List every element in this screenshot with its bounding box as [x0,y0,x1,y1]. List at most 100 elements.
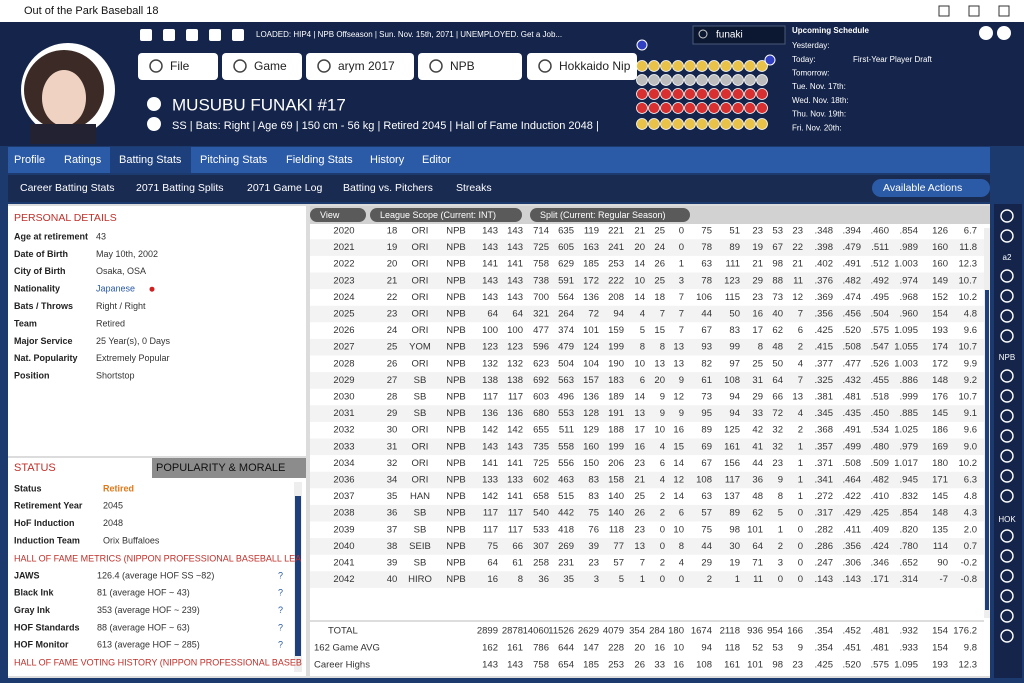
subtab[interactable]: Batting vs. Pitchers [343,182,433,194]
metric-help[interactable]: ? [278,640,283,650]
table-cell: 8 [778,491,783,502]
table-cell: 1 [778,524,783,535]
subtab[interactable]: 2071 Batting Splits [136,182,224,194]
sidebar-icon[interactable] [1000,209,1014,223]
sidebar-icon[interactable] [1000,489,1014,503]
table-cell: 6 [660,458,665,469]
table-cell: 159 [608,325,624,336]
table-cell: 2 [660,491,665,502]
table-cell: .481 [843,392,862,403]
schedule-day: Yesterday: [792,41,830,50]
table-cell: 2040 [333,541,354,552]
scroll-down[interactable] [997,26,1011,40]
prev-player[interactable] [147,97,161,111]
toolbar-icon[interactable] [163,29,175,41]
status-tab[interactable]: STATUS [14,462,56,474]
sidebar-icon[interactable] [1000,429,1014,443]
tab[interactable]: Profile [14,154,45,166]
table-cell: NPB [446,259,466,270]
tab[interactable]: Pitching Stats [200,154,268,166]
status-label: Retirement Year [14,501,83,511]
toolbar-icon[interactable] [232,29,244,41]
nav-button[interactable] [527,53,637,80]
subtab[interactable]: Streaks [456,182,492,194]
detail-value: 43 [96,231,106,241]
table-cell: 64 [752,541,763,552]
tab[interactable]: Fielding Stats [286,154,353,166]
subtab-bar [8,175,990,202]
search-box[interactable] [692,25,786,45]
table-cell: 0 [660,574,665,585]
sidebar-icon[interactable] [1000,629,1014,643]
status-value: Orix Buffaloes [103,535,160,545]
table-cell: 2 [660,508,665,519]
table-cell: 188 [608,425,624,436]
table-cell: 2027 [333,342,354,353]
sidebar-icon[interactable] [1000,549,1014,563]
nav-button[interactable] [306,53,414,80]
table-cell: 725 [533,458,549,469]
table-cell: 0 [798,508,803,519]
player-name: MUSUBU FUNAKI #17 [172,95,346,114]
table-cell: 2034 [333,458,354,469]
sidebar-icon[interactable] [1000,469,1014,483]
subtab[interactable]: Career Batting Stats [20,182,115,194]
nav-icon [233,59,247,73]
sidebar-icon[interactable] [1000,589,1014,603]
table-cell: 7 [679,325,684,336]
sidebar-icon[interactable] [1000,369,1014,383]
table-cell: 635 [558,226,574,237]
sidebar-icon[interactable] [1000,269,1014,283]
table-cell: 51 [729,226,740,237]
sidebar-icon[interactable] [1000,329,1014,343]
tab[interactable]: Ratings [64,154,102,166]
table-cell: 26 [387,358,398,369]
sidebar-icon[interactable] [1000,229,1014,243]
sidebar-icon[interactable] [1000,529,1014,543]
sidebar-icon[interactable] [1000,409,1014,423]
badge [648,74,660,86]
toolbar-icon[interactable] [186,29,198,41]
sidebar-icon[interactable] [1000,309,1014,323]
filter-button[interactable] [530,208,690,222]
subtab[interactable]: 2071 Game Log [247,182,322,194]
metric-help[interactable]: ? [278,605,283,615]
table-cell: 132 [482,358,498,369]
nav-button[interactable] [418,53,522,80]
tab[interactable]: History [370,154,405,166]
badge [636,74,648,86]
actions-button[interactable] [872,179,990,197]
sidebar-icon[interactable] [1000,569,1014,583]
toolbar-icon[interactable] [209,29,221,41]
tab[interactable]: Batting Stats [119,154,182,166]
badge [708,74,720,86]
badge [696,102,708,114]
scroll-up[interactable] [979,26,993,40]
sidebar-icon[interactable] [1000,389,1014,403]
metric-help[interactable]: ? [278,588,283,598]
status-tab[interactable]: POPULARITY & MORALE [156,462,285,474]
next-player[interactable] [147,117,161,131]
table-cell: .371 [815,458,834,469]
window-close[interactable] [998,5,1010,17]
table-cell: 123 [507,342,523,353]
summary-cell: 108 [696,660,712,671]
table-cell: 511 [559,425,574,436]
filter-button[interactable] [310,208,366,222]
table-cell: 57 [613,558,624,569]
tab[interactable]: Editor [422,154,451,166]
inactive-tab[interactable] [152,458,306,478]
table-cell: -0.8 [961,574,977,585]
filter-button[interactable] [370,208,522,222]
sidebar-icon[interactable] [1000,449,1014,463]
metric-help[interactable]: ? [278,570,283,580]
window-min[interactable] [938,5,950,17]
detail-label: City of Birth [14,266,66,276]
metric-help[interactable]: ? [278,622,283,632]
sidebar-icon[interactable] [1000,609,1014,623]
window-max[interactable] [968,5,980,17]
sidebar-icon[interactable] [1000,289,1014,303]
toolbar-icon[interactable] [140,29,152,41]
table-cell: 14 [634,392,645,403]
table-cell: 30 [729,541,740,552]
